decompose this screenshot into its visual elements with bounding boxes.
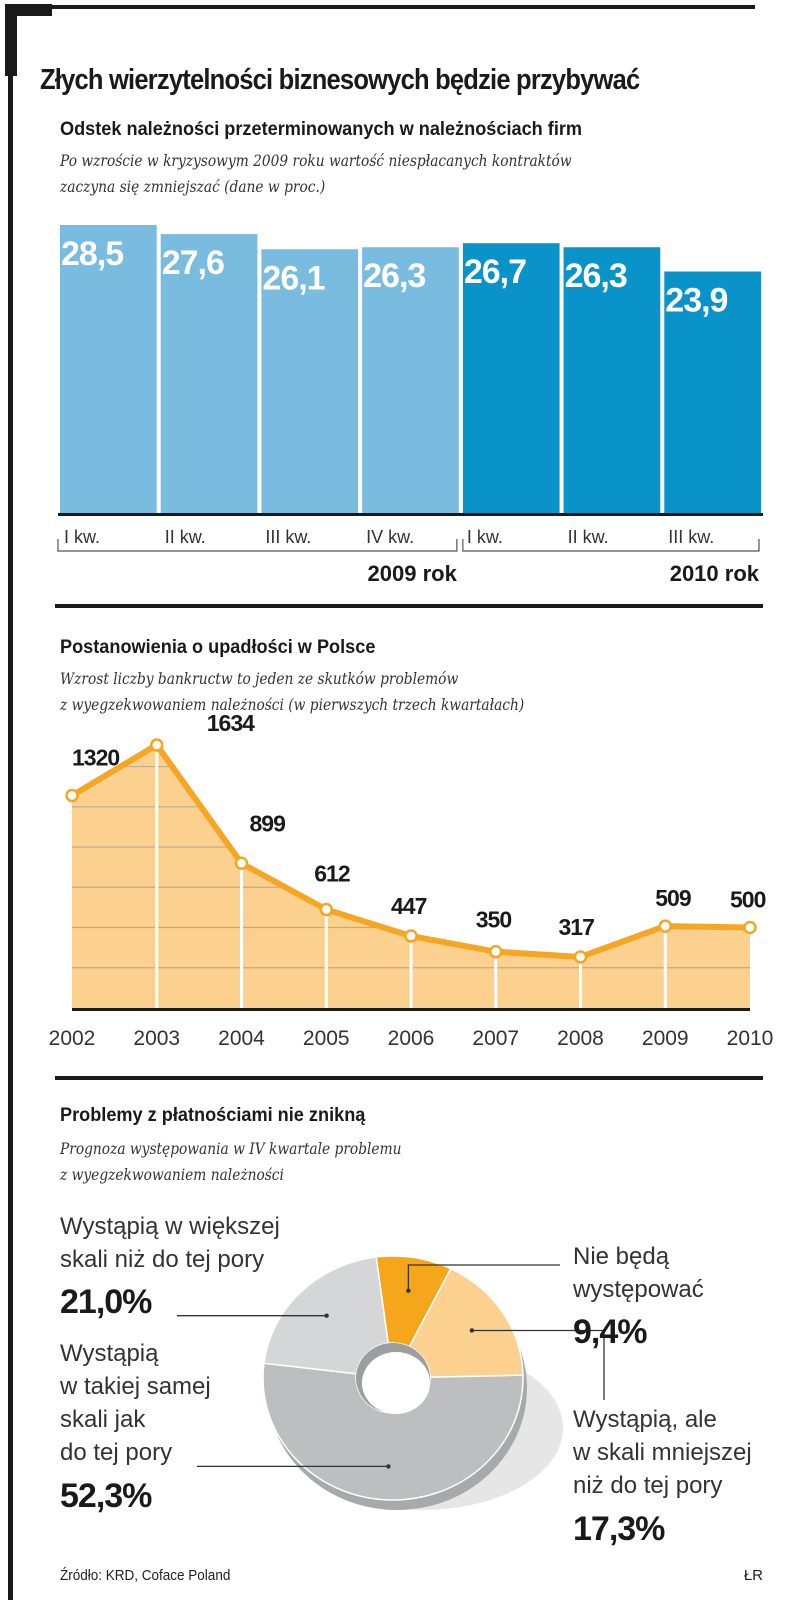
bar-value-label: 26,7 [464, 253, 526, 291]
bar [664, 271, 761, 513]
bar [261, 249, 359, 513]
x-tick-label: III kw. [668, 527, 714, 547]
x-tick-label: 2003 [133, 1027, 180, 1050]
pie-label-smaller-line-2: w skali mniejszej [573, 1439, 752, 1466]
year-group-label: 2010 rok [670, 561, 760, 586]
data-point [404, 929, 418, 943]
x-axis-line [58, 513, 763, 516]
line-chart-subtitle-line-2: z wyegzekwowaniem należności (w pierwszy… [60, 695, 525, 714]
pie-label-same-line-4: do tej pory [60, 1439, 173, 1466]
data-point [234, 856, 249, 871]
pie-label-smaller-line-3: niż do tej pory [573, 1472, 723, 1499]
pie-label-none-line-1: Nie będą [573, 1243, 670, 1270]
bar-value-label: 26,3 [363, 257, 425, 295]
pie-chart-subtitle-line-1: Prognoza występowania w IV kwartale prob… [60, 1139, 402, 1158]
line-chart: 1320 2002 1634 2003 899 2004 612 2005 447 2006 350… [49, 710, 774, 1050]
line-chart-subtitle-line-1: Wzrost liczby bankructw to jeden ze skut… [60, 669, 459, 688]
page-title: Złych wierzytelności biznesowych będzie … [40, 64, 640, 96]
bar-value-label: 28,5 [61, 235, 123, 273]
leader-dot [324, 1313, 329, 1318]
source-note: Źródło: KRD, Coface Poland [60, 1567, 231, 1584]
data-value-label: 509 [655, 885, 691, 911]
bar-value-label: 27,6 [162, 244, 224, 282]
pie-chart-subtitle-line-2: z wyegzekwowaniem należności [60, 1165, 284, 1184]
year-bracket [462, 539, 760, 552]
data-point [743, 920, 757, 935]
data-value-label: 1320 [72, 745, 119, 771]
bar [563, 247, 661, 514]
pie-chart-title: Problemy z płatnościami nie znikną [60, 1104, 366, 1126]
x-tick-label: III kw. [265, 527, 311, 547]
data-value-label: 612 [314, 860, 350, 886]
x-tick-label: I kw. [64, 527, 100, 547]
data-value-label: 500 [730, 887, 766, 913]
author-credit: ŁR [743, 1567, 763, 1584]
x-tick-label: 2008 [557, 1027, 604, 1050]
x-tick-label: 2009 [642, 1027, 689, 1050]
bar [462, 243, 560, 514]
data-point [489, 944, 503, 959]
pie-value-same: 52,3% [60, 1477, 152, 1515]
x-tick-label: 2002 [49, 1027, 96, 1050]
year-bracket [57, 539, 458, 552]
bar-chart: 28,5 I kw. 27,6 II kw. 26,1 III kw. 26,3 IV kw.… [57, 225, 763, 586]
x-tick-label: II kw. [165, 527, 206, 547]
year-group-label: 2009 rok [368, 561, 458, 586]
data-value-label: 350 [476, 907, 512, 933]
data-value-label: 317 [559, 914, 595, 940]
pie-hole [362, 1352, 430, 1414]
bar-chart-subtitle-line-1: Po wzroście w kryzysowym 2009 roku warto… [60, 151, 572, 170]
bar-chart-subtitle-line-2: zaczyna się zmniejszać (dane w proc.) [60, 177, 326, 196]
data-point [658, 919, 672, 933]
x-tick-label: IV kw. [366, 527, 414, 547]
x-tick-label: 2005 [303, 1027, 350, 1050]
pie-label-same-line-1: Wystąpią [60, 1340, 159, 1367]
pie-label-smaller-line-1: Wystąpią, ale [573, 1406, 717, 1433]
x-tick-label: II kw. [568, 527, 609, 547]
pie-value-none: 9,4% [573, 1313, 647, 1351]
data-point [150, 738, 164, 752]
bar-value-label: 26,3 [565, 257, 627, 295]
x-tick-label: 2007 [472, 1027, 519, 1050]
x-tick-label: I kw. [467, 527, 503, 547]
leader-dot [469, 1328, 475, 1333]
x-tick-label: 2006 [388, 1027, 435, 1050]
data-point [573, 950, 588, 964]
frame-top-border [5, 5, 755, 9]
data-value-label: 1634 [207, 710, 255, 736]
leader-line [407, 1264, 560, 1291]
x-axis-line [72, 1008, 750, 1011]
pie-label-same-line-2: w takiej samej [60, 1373, 211, 1400]
data-value-label: 447 [391, 893, 427, 919]
leader-dot [406, 1288, 411, 1293]
data-point [65, 788, 79, 803]
pie-label-same-line-3: skali jak [60, 1406, 146, 1433]
data-value-label: 899 [250, 810, 286, 836]
pie-label-none-line-2: występować [573, 1276, 704, 1303]
pie-label-greater-line-2: skali niż do tej pory [60, 1246, 265, 1273]
bar-value-label: 26,1 [262, 259, 324, 297]
frame-corner-vertical [5, 4, 17, 76]
pie-value-greater: 21,0% [60, 1283, 152, 1321]
section-divider-1 [55, 604, 763, 608]
bar [160, 234, 258, 514]
data-point [319, 902, 333, 917]
leader-dot [386, 1464, 391, 1469]
pie-value-smaller: 17,3% [573, 1510, 665, 1548]
frame-left-border [8, 70, 13, 1600]
section-divider-2 [55, 1076, 763, 1080]
leader-line [471, 1329, 605, 1400]
bar [362, 247, 459, 514]
x-tick-label: 2010 [727, 1027, 774, 1050]
bar-chart-title: Odstek należności przeterminowanych w na… [60, 118, 583, 140]
line-chart-title: Postanowienia o upadłości w Polsce [60, 636, 376, 658]
bar-value-label: 23,9 [665, 281, 727, 319]
x-tick-label: 2004 [218, 1027, 265, 1050]
bar [60, 225, 157, 513]
pie-label-greater-line-1: Wystąpią w większej [60, 1213, 280, 1240]
